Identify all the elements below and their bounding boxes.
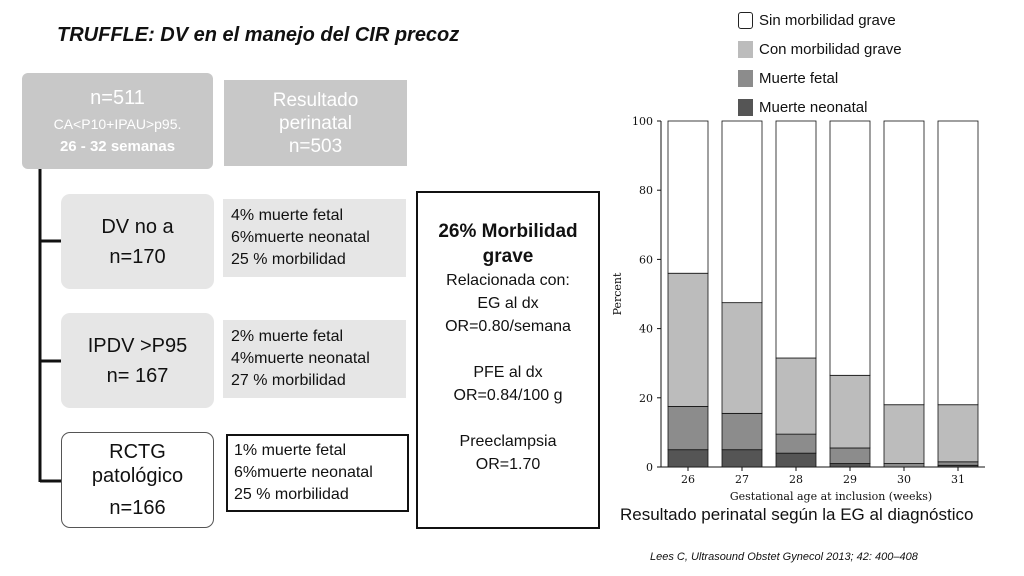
- legend-item: Sin morbilidad grave: [738, 6, 902, 35]
- chart-axes: [660, 121, 985, 468]
- bar-segment-con-morbilidad-grave: [937, 404, 979, 463]
- legend-swatch: [738, 99, 753, 116]
- summary-line: OR=0.84/100 g: [453, 387, 563, 404]
- x-tick-label: 31: [951, 473, 965, 486]
- population-count: n=511: [90, 87, 145, 109]
- y-tick-label: 60: [639, 253, 653, 266]
- bar-segment-muerte-neonatal: [829, 463, 871, 468]
- stat-line: 6%muerte neonatal: [231, 229, 370, 246]
- arm-dv-stats: 4% muerte fetal 6%muerte neonatal 25 % m…: [223, 199, 406, 277]
- legend-label: Muerte neonatal: [759, 99, 868, 116]
- x-tick-label: 30: [897, 473, 911, 486]
- slide-title: TRUFFLE: DV en el manejo del CIR precoz: [57, 24, 460, 46]
- arm-rctg-n: n=166: [109, 497, 166, 519]
- bar-segment-muerte-neonatal: [667, 449, 709, 468]
- bar-segment-con-morbilidad-grave: [829, 374, 871, 449]
- bar-segment-sin-morbilidad-grave: [883, 120, 925, 406]
- bar-segment-muerte-neonatal: [721, 449, 763, 468]
- chart-caption: Resultado perinatal según la EG al diagn…: [620, 505, 974, 524]
- result-line-2: perinatal: [279, 112, 352, 134]
- result-line-1: Resultado: [272, 89, 359, 111]
- legend-label: Muerte fetal: [759, 70, 839, 87]
- stat-line: 6%muerte neonatal: [234, 464, 373, 481]
- legend-swatch: [738, 41, 753, 58]
- bar-segment-muerte-fetal: [883, 463, 925, 468]
- legend-swatch: [738, 12, 753, 29]
- legend-label: Sin morbilidad grave: [759, 12, 896, 29]
- stat-line: 4% muerte fetal: [231, 207, 344, 224]
- bar-segment-sin-morbilidad-grave: [721, 120, 763, 304]
- bar-segment-con-morbilidad-grave: [775, 357, 817, 435]
- x-tick-label: 28: [789, 473, 803, 486]
- stat-line: 25 % morbilidad: [231, 251, 346, 268]
- arm-dv-label: DV no a: [101, 215, 174, 238]
- population-criteria: CA<P10+IPAU>p95.: [53, 116, 182, 132]
- bar-segment-con-morbilidad-grave: [667, 272, 709, 407]
- y-axis-label: Percent: [611, 272, 624, 315]
- summary-heading-2: grave: [482, 246, 534, 267]
- arm-dv-box: DV no a n=170: [61, 194, 214, 289]
- stat-line: 4%muerte neonatal: [231, 350, 370, 367]
- bar-segment-muerte-fetal: [937, 461, 979, 466]
- legend-swatch: [738, 70, 753, 87]
- bar-segment-con-morbilidad-grave: [883, 404, 925, 464]
- bar-segment-sin-morbilidad-grave: [937, 120, 979, 406]
- x-tick-label: 29: [843, 473, 857, 486]
- arm-ipdv-label: IPDV >P95: [87, 334, 188, 357]
- perinatal-result-box: Resultado perinatal n=503: [224, 80, 407, 166]
- bar-segment-muerte-fetal: [829, 447, 871, 464]
- y-tick-label: 40: [639, 323, 653, 336]
- legend-item: Muerte neonatal: [738, 93, 902, 122]
- x-axis-label: Gestational age at inclusion (weeks): [730, 490, 932, 503]
- bar-segment-sin-morbilidad-grave: [775, 120, 817, 359]
- arm-rctg-stats: 1% muerte fetal 6%muerte neonatal 25 % m…: [226, 434, 409, 512]
- chart-legend: Sin morbilidad grave Con morbilidad grav…: [738, 6, 902, 122]
- summary-line: Preeclampsia: [459, 433, 557, 450]
- arm-rctg-label: RCTG: [109, 441, 166, 463]
- summary-heading: 26% Morbilidad: [438, 221, 578, 242]
- arm-ipdv-box: IPDV >P95 n= 167: [61, 313, 214, 408]
- bar-segment-muerte-fetal: [775, 433, 817, 454]
- bar-segment-muerte-fetal: [667, 406, 709, 451]
- bar-segment-muerte-fetal: [721, 412, 763, 451]
- summary-line: OR=0.80/semana: [445, 318, 571, 335]
- arm-ipdv-stats: 2% muerte fetal 4%muerte neonatal 27 % m…: [223, 320, 406, 398]
- stat-line: 25 % morbilidad: [234, 486, 349, 503]
- morbidity-summary-box: 26% Morbilidad grave Relacionada con: EG…: [416, 191, 600, 529]
- summary-line: EG al dx: [477, 295, 539, 312]
- summary-line: PFE al dx: [473, 364, 543, 381]
- population-box: n=511 CA<P10+IPAU>p95. 26 - 32 semanas: [22, 73, 213, 169]
- arm-dv-n: n=170: [109, 245, 166, 268]
- stat-line: 2% muerte fetal: [231, 328, 344, 345]
- arm-rctg-label-2: patológico: [91, 465, 184, 487]
- chart-ticks: 0 20 40 60 80 100 26 27 28 29 30 31: [632, 115, 965, 486]
- bar-segment-muerte-neonatal: [775, 452, 817, 468]
- summary-line: OR=1.70: [475, 456, 541, 473]
- x-tick-label: 27: [735, 473, 749, 486]
- y-tick-label: 80: [639, 184, 653, 197]
- result-line-3: n=503: [288, 135, 343, 157]
- stat-line: 27 % morbilidad: [231, 372, 346, 389]
- y-tick-label: 0: [646, 461, 653, 474]
- legend-item: Con morbilidad grave: [738, 35, 902, 64]
- y-tick-label: 20: [639, 392, 653, 405]
- bar-segment-con-morbilidad-grave: [721, 302, 763, 414]
- y-tick-label: 100: [632, 115, 653, 128]
- arm-ipdv-n: n= 167: [106, 364, 169, 387]
- arm-rctg-box: RCTG patológico n=166: [61, 432, 214, 528]
- legend-item: Muerte fetal: [738, 64, 902, 93]
- summary-line: Relacionada con:: [446, 272, 570, 289]
- chart-bars: [667, 120, 979, 468]
- population-weeks: 26 - 32 semanas: [59, 138, 176, 155]
- legend-label: Con morbilidad grave: [759, 41, 902, 58]
- bar-segment-sin-morbilidad-grave: [667, 120, 709, 274]
- x-tick-label: 26: [681, 473, 695, 486]
- reference-citation: Lees C, Ultrasound Obstet Gynecol 2013; …: [650, 551, 918, 563]
- stat-line: 1% muerte fetal: [234, 442, 347, 459]
- bar-segment-sin-morbilidad-grave: [829, 120, 871, 376]
